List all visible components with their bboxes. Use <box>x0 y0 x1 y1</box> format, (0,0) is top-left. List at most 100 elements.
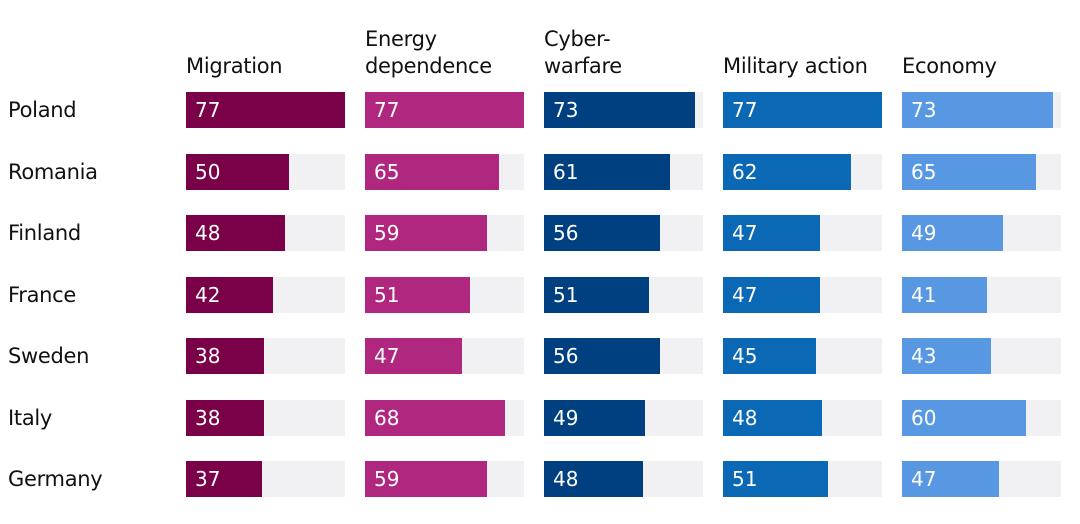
data-label: 73 <box>911 98 937 122</box>
bar-track: 38 <box>186 338 345 374</box>
bar-economy-france: 41 <box>902 277 987 313</box>
bar-track: 77 <box>186 92 345 128</box>
bar-track: 50 <box>186 154 345 190</box>
bar-energy-dependence-france: 51 <box>365 277 471 313</box>
data-label: 73 <box>553 98 579 122</box>
bar-track: 65 <box>365 154 524 190</box>
bar-track: 37 <box>186 461 345 497</box>
column-header-migration: Migration <box>186 54 283 78</box>
data-label: 48 <box>553 467 579 491</box>
bar-economy-sweden: 43 <box>902 338 991 374</box>
bar-track: 49 <box>902 215 1061 251</box>
bar-track: 77 <box>723 92 882 128</box>
bar-track: 45 <box>723 338 882 374</box>
data-label: 48 <box>195 221 221 245</box>
bar-military-action-poland: 77 <box>723 92 882 128</box>
bar-track: 73 <box>544 92 703 128</box>
bar-energy-dependence-sweden: 47 <box>365 338 463 374</box>
bar-migration-romania: 50 <box>186 154 290 190</box>
column-header-military-action: Military action <box>723 54 868 78</box>
data-label: 51 <box>374 283 400 307</box>
data-label: 47 <box>732 221 758 245</box>
data-label: 38 <box>195 406 221 430</box>
bar-track: 51 <box>723 461 882 497</box>
bar-migration-germany: 37 <box>186 461 263 497</box>
bar-track: 42 <box>186 277 345 313</box>
column-header-energy-dependence: Energy dependence <box>365 27 492 78</box>
bar-track: 60 <box>902 400 1061 436</box>
bar-energy-dependence-italy: 68 <box>365 400 506 436</box>
column-header-economy: Economy <box>902 54 997 78</box>
bar-track: 61 <box>544 154 703 190</box>
bar-migration-finland: 48 <box>186 215 286 251</box>
bar-cyber-warfare-romania: 61 <box>544 154 670 190</box>
data-label: 47 <box>374 344 400 368</box>
bar-track: 73 <box>902 92 1061 128</box>
data-label: 60 <box>911 406 937 430</box>
bar-track: 47 <box>902 461 1061 497</box>
data-label: 42 <box>195 283 221 307</box>
bar-track: 62 <box>723 154 882 190</box>
bar-track: 68 <box>365 400 524 436</box>
data-label: 61 <box>553 160 579 184</box>
bar-track: 56 <box>544 338 703 374</box>
data-label: 68 <box>374 406 400 430</box>
bar-track: 48 <box>544 461 703 497</box>
data-label: 77 <box>374 98 400 122</box>
data-label: 56 <box>553 221 579 245</box>
data-label: 41 <box>911 283 937 307</box>
bar-cyber-warfare-germany: 48 <box>544 461 644 497</box>
bar-military-action-finland: 47 <box>723 215 821 251</box>
data-label: 50 <box>195 160 221 184</box>
bar-track: 51 <box>544 277 703 313</box>
bar-economy-germany: 47 <box>902 461 1000 497</box>
bar-economy-italy: 60 <box>902 400 1026 436</box>
bar-track: 59 <box>365 215 524 251</box>
column-header-cyber-warfare: Cyber-warfare <box>544 27 622 78</box>
bar-migration-sweden: 38 <box>186 338 265 374</box>
data-label: 49 <box>911 221 937 245</box>
data-label: 51 <box>553 283 579 307</box>
data-label: 51 <box>732 467 758 491</box>
bar-economy-poland: 73 <box>902 92 1053 128</box>
bar-military-action-romania: 62 <box>723 154 852 190</box>
data-label: 45 <box>732 344 758 368</box>
bar-track: 77 <box>365 92 524 128</box>
data-label: 65 <box>374 160 400 184</box>
bar-track: 41 <box>902 277 1061 313</box>
data-label: 48 <box>732 406 758 430</box>
bar-cyber-warfare-finland: 56 <box>544 215 660 251</box>
bar-energy-dependence-finland: 59 <box>365 215 487 251</box>
bar-track: 48 <box>723 400 882 436</box>
row-label-italy: Italy <box>8 406 53 430</box>
bar-military-action-sweden: 45 <box>723 338 816 374</box>
data-label: 65 <box>911 160 937 184</box>
row-label-sweden: Sweden <box>8 344 90 368</box>
bar-track: 51 <box>365 277 524 313</box>
data-label: 77 <box>195 98 221 122</box>
row-label-poland: Poland <box>8 98 77 122</box>
bar-track: 47 <box>723 277 882 313</box>
data-label: 47 <box>732 283 758 307</box>
bar-cyber-warfare-france: 51 <box>544 277 650 313</box>
data-label: 56 <box>553 344 579 368</box>
bar-track: 49 <box>544 400 703 436</box>
bar-track: 47 <box>365 338 524 374</box>
data-label: 49 <box>553 406 579 430</box>
bar-cyber-warfare-poland: 73 <box>544 92 695 128</box>
bar-energy-dependence-romania: 65 <box>365 154 500 190</box>
row-label-romania: Romania <box>8 160 98 184</box>
data-label: 62 <box>732 160 758 184</box>
data-label: 59 <box>374 467 400 491</box>
bar-migration-italy: 38 <box>186 400 265 436</box>
row-label-france: France <box>8 283 77 307</box>
data-label: 47 <box>911 467 937 491</box>
data-label: 43 <box>911 344 937 368</box>
bar-economy-romania: 65 <box>902 154 1037 190</box>
bar-migration-france: 42 <box>186 277 273 313</box>
bar-military-action-germany: 51 <box>723 461 829 497</box>
bar-track: 38 <box>186 400 345 436</box>
data-label: 38 <box>195 344 221 368</box>
data-label: 77 <box>732 98 758 122</box>
